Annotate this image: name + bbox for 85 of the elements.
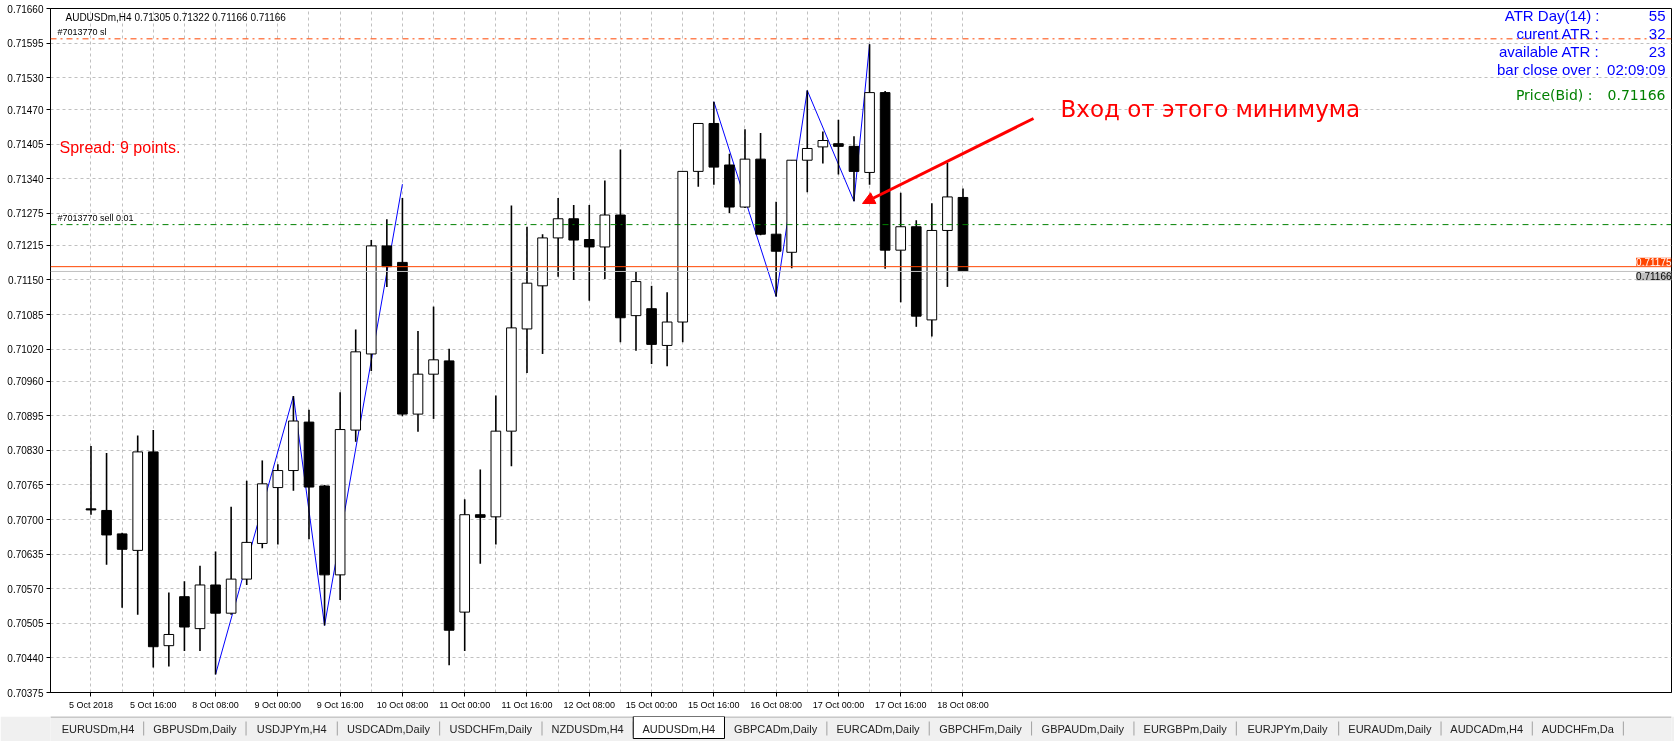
y-tick-label: 0.71340: [7, 173, 44, 185]
text: AUDCADm,H4: [1450, 722, 1524, 735]
candlestick: [661, 291, 673, 367]
candlestick: [895, 191, 907, 304]
ref-line-label: 0.71166: [1636, 271, 1672, 283]
candlestick: [85, 445, 97, 516]
x-tick-label: 12 Oct 08:00: [563, 699, 616, 710]
x-tick-label: 9 Oct 00:00: [254, 699, 302, 710]
candlestick: [770, 200, 782, 298]
text: GBPAUDm,Daily: [1041, 722, 1125, 735]
text: 02:09:09: [1607, 61, 1666, 78]
text: USDJPYm,H4: [256, 722, 327, 735]
y-tick-label: 0.70830: [7, 445, 44, 457]
candlestick: [428, 305, 439, 420]
y-tick-label: 0.70700: [7, 514, 44, 526]
y-tick-label: 0.71530: [7, 72, 44, 84]
ref-line-label: #7013770 sell 0.01: [57, 212, 134, 223]
candlestick: [817, 130, 829, 165]
text: bar close over :: [1496, 61, 1600, 78]
y-tick-label: 0.71215: [7, 240, 44, 252]
text: Price(Bid) :: [1515, 86, 1593, 103]
ref-line-label: #7013770 sl: [57, 26, 107, 37]
candlestick: [116, 532, 128, 609]
candlestick: [833, 118, 844, 176]
y-tick-label: 0.71020: [7, 344, 44, 356]
text: 23: [1648, 42, 1666, 60]
text: curent ATR :: [1516, 25, 1599, 42]
text: EURCADm,Daily: [836, 722, 921, 735]
candlestick: [163, 591, 175, 668]
x-tick-label: 17 Oct 00:00: [812, 699, 865, 710]
x-tick-label: 18 Oct 08:00: [937, 699, 989, 710]
y-tick-label: 0.70765: [7, 479, 44, 491]
y-tick-label: 0.70570: [7, 583, 44, 595]
x-tick-label: 15 Oct 00:00: [625, 699, 678, 710]
y-tick-label: 0.70635: [7, 549, 44, 561]
x-tick-label: 11 Oct 00:00: [439, 699, 491, 710]
candlestick: [583, 204, 595, 302]
candlestick: [381, 218, 393, 288]
text: EURJPYm,Daily: [1247, 722, 1329, 735]
x-tick-label: 5 Oct 16:00: [130, 699, 177, 710]
candlestick: [552, 197, 564, 278]
y-tick-label: 0.70895: [7, 410, 44, 422]
candlestick: [801, 89, 813, 193]
candlestick: [568, 204, 580, 281]
text: ATR Day(14) :: [1504, 7, 1600, 24]
y-tick-label: 0.70505: [7, 618, 44, 630]
text: EURAUDm,Daily: [1348, 722, 1432, 735]
text: USDCHFm,Daily: [449, 722, 533, 735]
y-tick-label: 0.71595: [7, 38, 44, 50]
text: USDCADm,Daily: [346, 722, 431, 735]
x-tick-label: 5 Oct 2018: [68, 699, 113, 710]
text: EURGBPm,Daily: [1143, 722, 1228, 735]
y-tick-label: 0.71085: [7, 309, 44, 321]
chart-title: AUDUSDm,H4 0.71305 0.71322 0.71166 0.71166: [65, 11, 287, 23]
y-tick-label: 0.71405: [7, 139, 44, 151]
x-tick-label: 10 Oct 08:00: [376, 699, 429, 710]
text: EURUSDm,H4: [61, 722, 135, 735]
text: GBPCADm,Daily: [734, 722, 818, 735]
text: Вход от этого минимума: [1060, 95, 1361, 122]
candlestick: [474, 468, 486, 565]
annotation: Spread: 9 points.: [59, 139, 181, 156]
text: 32: [1648, 24, 1666, 42]
text: AUDUSDm,H4: [642, 722, 716, 735]
text: NZDUSDm,H4: [551, 722, 624, 735]
text: GBPUSDm,Daily: [153, 722, 237, 735]
y-tick-label: 0.71660: [7, 3, 44, 15]
y-tick-label: 0.70960: [7, 376, 44, 388]
x-tick-label: 17 Oct 16:00: [874, 699, 927, 710]
text: GBPCHFm,Daily: [939, 722, 1023, 735]
x-tick-label: 8 Oct 08:00: [192, 699, 239, 710]
x-tick-label: 9 Oct 16:00: [316, 699, 364, 710]
ref-line-label: 0.71175: [1636, 256, 1672, 268]
x-tick-label: 11 Oct 16:00: [501, 699, 553, 710]
y-tick-label: 0.70375: [7, 687, 44, 699]
y-tick-label: 0.71470: [7, 104, 44, 116]
candlestick: [272, 463, 284, 546]
text: 0.71166: [1607, 86, 1666, 103]
text: available ATR :: [1498, 43, 1599, 60]
y-tick-label: 0.70440: [7, 652, 44, 664]
y-tick-label: 0.71275: [7, 208, 44, 220]
text: AUDCHFm,Da: [1541, 722, 1615, 735]
x-tick-label: 16 Oct 08:00: [750, 699, 802, 710]
x-tick-label: 15 Oct 16:00: [688, 699, 740, 710]
text: 55: [1648, 6, 1666, 24]
y-tick-label: 0.71150: [8, 274, 44, 286]
